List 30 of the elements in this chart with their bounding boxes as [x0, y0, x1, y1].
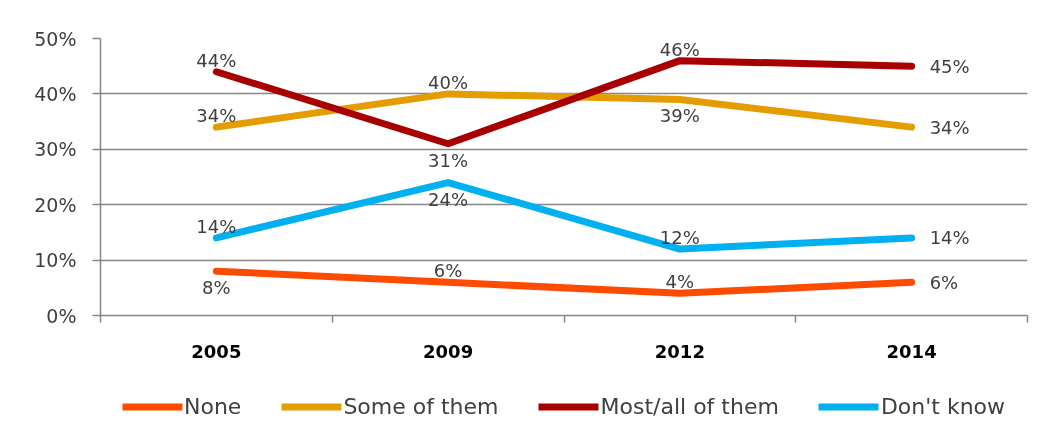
x-tick-label: 2005: [191, 340, 242, 362]
data-label: 44%: [196, 49, 237, 71]
y-tick-label: 40%: [34, 82, 77, 105]
data-label: 6%: [929, 271, 959, 293]
data-label: 34%: [929, 116, 970, 138]
x-tick-label: 2012: [654, 340, 705, 362]
data-label: 12%: [659, 227, 700, 249]
data-label: 14%: [196, 215, 237, 237]
data-label: 14%: [929, 227, 970, 249]
data-label: 24%: [428, 188, 469, 210]
data-label: 34%: [196, 105, 237, 127]
data-label: 8%: [202, 277, 231, 299]
legend-label: Don't know: [880, 393, 1006, 419]
data-label: 46%: [659, 38, 700, 60]
y-tick-label: 30%: [34, 138, 77, 161]
x-tick-label: 2014: [886, 340, 937, 362]
data-label: 31%: [428, 149, 469, 171]
y-tick-label: 0%: [46, 304, 77, 327]
legend-label: Most/all of them: [600, 393, 779, 419]
y-tick-label: 20%: [34, 193, 77, 216]
legend-label: Some of them: [343, 393, 499, 419]
data-label: 40%: [428, 71, 469, 93]
data-label: 4%: [665, 271, 695, 293]
data-label: 6%: [433, 260, 463, 282]
data-label: 39%: [659, 105, 700, 127]
y-tick-label: 10%: [34, 249, 77, 272]
data-label: 45%: [929, 55, 970, 77]
y-tick-label: 50%: [34, 27, 77, 50]
legend-label: None: [183, 393, 242, 419]
x-tick-label: 2009: [423, 340, 474, 362]
